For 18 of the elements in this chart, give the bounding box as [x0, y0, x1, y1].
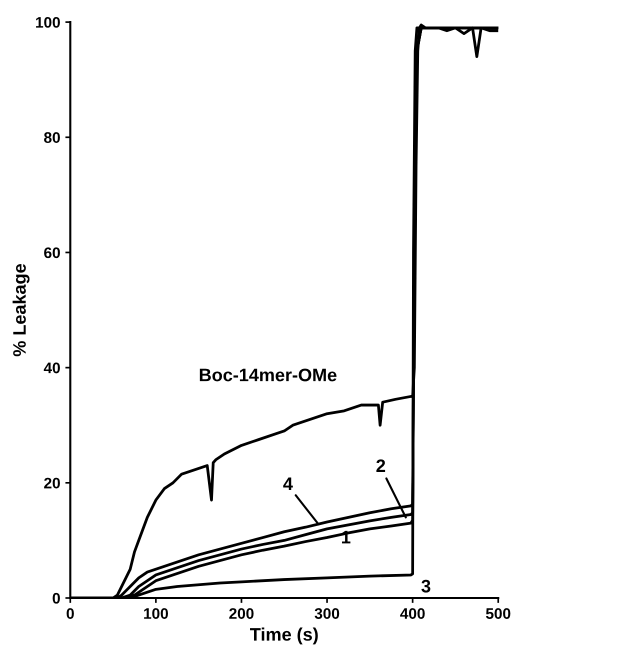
x-tick-label: 200	[229, 608, 254, 619]
x-tick-label: 500	[486, 608, 510, 619]
annotation: Boc-14mer-OMe	[200, 368, 337, 382]
y-tick-label: 100	[36, 16, 60, 28]
x-tick-label: 400	[400, 608, 425, 619]
y-tick-label: 40	[44, 362, 60, 374]
y-axis-title: % Leakage	[12, 264, 30, 356]
y-tick-label: 0	[52, 592, 60, 604]
x-tick-label: 0	[66, 608, 74, 619]
y-tick-label: 20	[44, 478, 60, 489]
annotation: 3	[421, 580, 430, 593]
y-tick-label: 80	[44, 132, 60, 143]
x-tick-label: 100	[144, 608, 168, 619]
x-axis-title: Time (s)	[250, 628, 318, 644]
annotation: 2	[376, 459, 386, 472]
x-tick-label: 300	[314, 608, 340, 619]
annotation: 4	[283, 478, 293, 490]
y-tick-label: 60	[44, 247, 60, 258]
